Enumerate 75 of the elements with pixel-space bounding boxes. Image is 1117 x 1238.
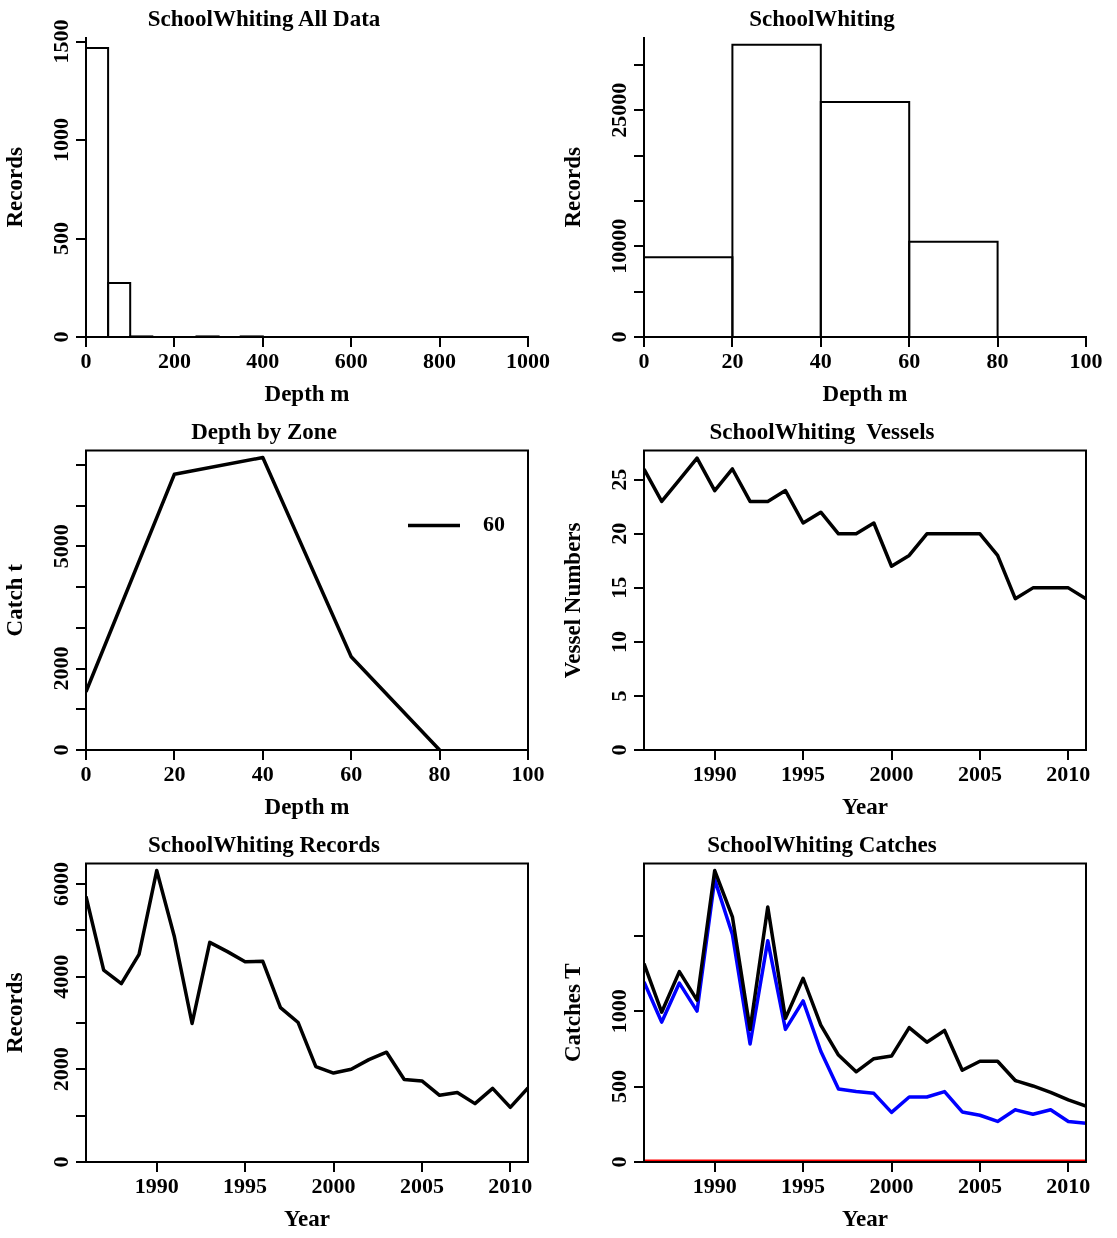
x-tick-label: 2000: [869, 760, 914, 786]
y-tick-label: 5: [605, 690, 631, 702]
y-tick-label: 500: [605, 1070, 631, 1104]
x-tick-label: 1990: [692, 760, 737, 786]
x-tick-label: 2005: [957, 1172, 1002, 1198]
x-tick-label: 600: [334, 347, 368, 373]
y-tick-label: 0: [47, 331, 73, 343]
x-tick-label: 2010: [1046, 760, 1091, 786]
chart-title: SchoolWhiting: [749, 5, 896, 31]
chart-title: SchoolWhiting Catches: [707, 831, 937, 857]
y-tick-label: 5000: [47, 524, 73, 569]
y-tick-label: 15: [605, 576, 631, 599]
y-axis-title: Vessel Numbers: [559, 522, 585, 679]
y-tick-label: 500: [47, 222, 73, 256]
x-tick-label: 0: [80, 760, 92, 786]
y-tick-label: 25: [605, 468, 631, 491]
x-tick-label: 0: [80, 347, 92, 373]
y-tick-label: 1500: [47, 19, 73, 64]
x-axis-title: Depth m: [264, 794, 350, 820]
y-axis-title: Records: [559, 147, 585, 228]
x-tick-label: 40: [251, 760, 274, 786]
y-axis-title: Records: [1, 972, 27, 1054]
x-tick-label: 1990: [134, 1172, 179, 1198]
x-tick-label: 1000: [506, 347, 550, 373]
x-tick-label: 40: [809, 347, 832, 373]
y-tick-label: 1000: [605, 989, 631, 1034]
y-tick-label: 25000: [605, 82, 631, 138]
x-tick-label: 400: [246, 347, 280, 373]
y-tick-label: 20: [605, 522, 631, 545]
x-tick-label: 2005: [957, 760, 1002, 786]
y-tick-label: 0: [47, 1156, 73, 1168]
chart-title: SchoolWhiting Vessels: [709, 418, 935, 444]
x-tick-label: 2000: [311, 1172, 356, 1198]
y-tick-label: 2000: [47, 646, 73, 691]
x-tick-label: 60: [340, 760, 363, 786]
x-tick-label: 1995: [781, 760, 826, 786]
x-tick-label: 2005: [399, 1172, 444, 1198]
legend-label: 60: [483, 511, 505, 537]
y-tick-label: 1000: [47, 118, 73, 163]
y-tick-label: 0: [47, 744, 73, 756]
y-axis-title: Catches T: [559, 963, 585, 1063]
y-tick-label: 6000: [47, 861, 73, 906]
x-tick-label: 80: [986, 347, 1009, 373]
x-tick-label: 200: [157, 347, 191, 373]
chart-title: Depth by Zone: [191, 418, 337, 444]
x-tick-label: 1990: [692, 1172, 737, 1198]
y-tick-label: 10000: [605, 218, 631, 274]
x-tick-label: 2010: [1046, 1172, 1091, 1198]
x-tick-label: 2010: [488, 1172, 533, 1198]
x-tick-label: 800: [423, 347, 457, 373]
x-tick-label: 60: [898, 347, 921, 373]
x-axis-title: Depth m: [264, 381, 350, 407]
x-tick-label: 80: [428, 760, 451, 786]
y-tick-label: 0: [605, 744, 631, 756]
y-tick-label: 0: [605, 1156, 631, 1168]
x-tick-label: 0: [638, 347, 650, 373]
x-axis-title: Year: [842, 1206, 888, 1232]
x-tick-label: 2000: [869, 1172, 914, 1198]
x-axis-title: Year: [842, 794, 888, 820]
chart-title: SchoolWhiting Records: [148, 831, 381, 857]
x-axis-title: Year: [284, 1206, 330, 1232]
y-tick-label: 4000: [47, 954, 73, 999]
x-tick-label: 1995: [223, 1172, 268, 1198]
x-tick-label: 20: [163, 760, 186, 786]
y-tick-label: 2000: [47, 1047, 73, 1092]
x-axis-title: Depth m: [822, 381, 908, 407]
chart-title: SchoolWhiting All Data: [147, 5, 381, 31]
y-tick-label: 10: [605, 630, 631, 653]
y-tick-label: 0: [605, 331, 631, 343]
x-tick-label: 1995: [781, 1172, 826, 1198]
x-tick-label: 100: [1069, 347, 1103, 373]
y-axis-title: Records: [1, 147, 27, 228]
x-tick-label: 100: [511, 760, 545, 786]
y-axis-title: Catch t: [1, 563, 27, 637]
x-tick-label: 20: [721, 347, 744, 373]
